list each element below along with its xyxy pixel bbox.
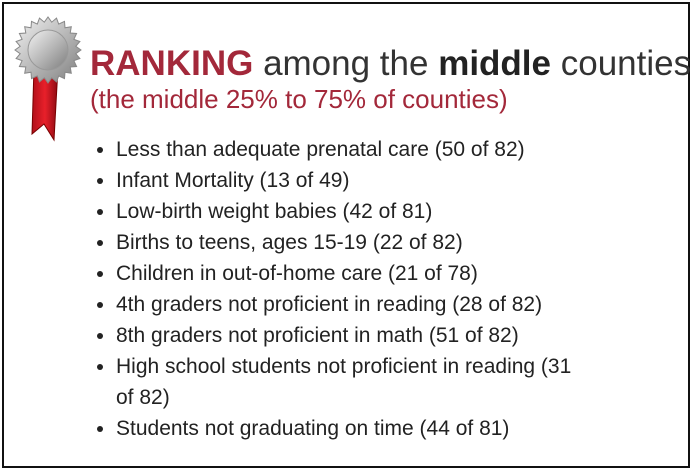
title-strong: RANKING bbox=[90, 44, 254, 83]
title-text: among the bbox=[263, 44, 429, 83]
list-item: Infant Mortality (13 of 49) bbox=[116, 165, 692, 196]
subtitle: (the middle 25% to 75% of counties) bbox=[90, 84, 508, 114]
medal-icon bbox=[14, 16, 82, 142]
list-item: Low-birth weight babies (42 of 81) bbox=[116, 196, 692, 227]
list-item: Students not graduating on time (44 of 8… bbox=[116, 413, 692, 444]
list-item: High school students not proficient in r… bbox=[116, 351, 586, 413]
list-item: 8th graders not proficient in math (51 o… bbox=[116, 320, 692, 351]
list-item: Less than adequate prenatal care (50 of … bbox=[116, 134, 692, 165]
list-item: Children in out-of-home care (21 of 78) bbox=[116, 258, 692, 289]
list-item: Births to teens, ages 15-19 (22 of 82) bbox=[116, 227, 692, 258]
item-list: Less than adequate prenatal care (50 of … bbox=[92, 134, 692, 444]
title-text: counties bbox=[560, 44, 692, 83]
title-strong: middle bbox=[438, 44, 551, 83]
list-item: 4th graders not proficient in reading (2… bbox=[116, 289, 692, 320]
title: RANKING among the middle counties bbox=[90, 44, 691, 84]
